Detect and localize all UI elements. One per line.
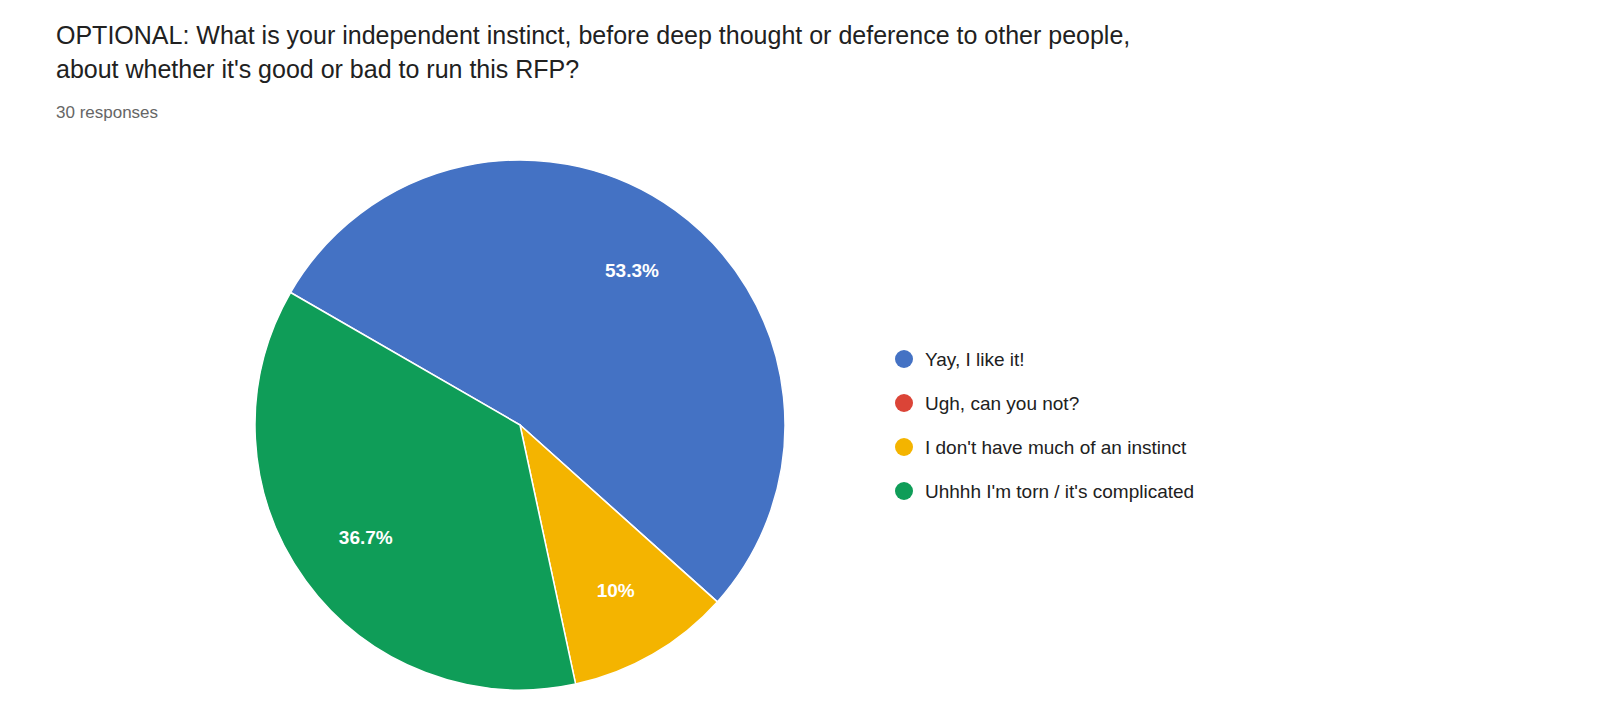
page: {"chart_data": {"type": "pie", "title": … — [0, 0, 1600, 725]
legend-marker — [895, 394, 913, 412]
legend-marker — [895, 350, 913, 368]
chart-container: OPTIONAL: What is your independent insti… — [0, 0, 1600, 725]
data-label: 36.7% — [339, 527, 393, 548]
data-labels: 53.3% 10% 36.7% — [339, 260, 659, 601]
legend-marker — [895, 438, 913, 456]
legend-label: Uhhhh I'm torn / it's complicated — [925, 481, 1194, 502]
data-label: 53.3% — [605, 260, 659, 281]
subtitle: 30 responses — [56, 103, 158, 122]
title: about whether it's good or bad to run th… — [56, 55, 579, 83]
data-label: 10% — [597, 580, 635, 601]
legend-label: I don't have much of an instinct — [925, 437, 1187, 458]
slices — [255, 160, 785, 690]
chart-svg: OPTIONAL: What is your independent insti… — [0, 0, 1600, 725]
title: OPTIONAL: What is your independent insti… — [56, 21, 1130, 49]
pie-slice — [255, 293, 576, 691]
legend: Yay, I like it! Ugh, can you not? I don't … — [895, 349, 1194, 502]
legend-label: Yay, I like it! — [925, 349, 1025, 370]
legend-label: Ugh, can you not? — [925, 393, 1079, 414]
legend-marker — [895, 482, 913, 500]
background — [0, 0, 1600, 725]
